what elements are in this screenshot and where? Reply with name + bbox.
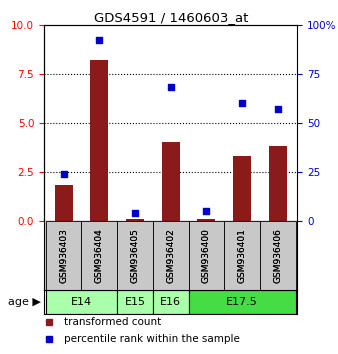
Text: GSM936400: GSM936400 <box>202 228 211 283</box>
Point <box>275 106 281 112</box>
Text: age ▶: age ▶ <box>8 297 41 307</box>
Text: GSM936403: GSM936403 <box>59 228 68 283</box>
Bar <box>269 146 287 221</box>
Text: GSM936405: GSM936405 <box>130 228 140 283</box>
FancyBboxPatch shape <box>189 290 296 314</box>
FancyBboxPatch shape <box>224 221 260 290</box>
Text: transformed count: transformed count <box>64 318 162 327</box>
FancyBboxPatch shape <box>153 290 189 314</box>
Bar <box>197 219 215 221</box>
Text: E14: E14 <box>71 297 92 307</box>
Text: GSM936401: GSM936401 <box>238 228 247 283</box>
Text: GSM936403: GSM936403 <box>59 228 68 283</box>
FancyBboxPatch shape <box>46 221 81 290</box>
Text: GSM936406: GSM936406 <box>273 228 282 283</box>
Point <box>132 210 138 216</box>
Text: GSM936400: GSM936400 <box>202 228 211 283</box>
FancyBboxPatch shape <box>81 221 117 290</box>
Bar <box>55 185 73 221</box>
Text: GSM936401: GSM936401 <box>238 228 247 283</box>
Text: GSM936402: GSM936402 <box>166 228 175 283</box>
Text: GSM936402: GSM936402 <box>166 228 175 283</box>
Text: percentile rank within the sample: percentile rank within the sample <box>64 334 240 344</box>
Text: GSM936404: GSM936404 <box>95 228 104 283</box>
Point <box>61 171 66 177</box>
Point <box>239 100 245 106</box>
Text: GSM936405: GSM936405 <box>130 228 140 283</box>
FancyBboxPatch shape <box>46 290 117 314</box>
Text: E16: E16 <box>160 297 181 307</box>
FancyBboxPatch shape <box>117 221 153 290</box>
Text: E15: E15 <box>124 297 145 307</box>
FancyBboxPatch shape <box>189 221 224 290</box>
Point <box>204 208 209 214</box>
Text: GSM936406: GSM936406 <box>273 228 282 283</box>
Bar <box>90 60 108 221</box>
Text: GSM936404: GSM936404 <box>95 228 104 283</box>
Title: GDS4591 / 1460603_at: GDS4591 / 1460603_at <box>94 11 248 24</box>
Bar <box>162 142 179 221</box>
FancyBboxPatch shape <box>153 221 189 290</box>
FancyBboxPatch shape <box>260 221 296 290</box>
Point <box>97 38 102 43</box>
Point <box>168 85 173 90</box>
Bar <box>233 156 251 221</box>
FancyBboxPatch shape <box>117 290 153 314</box>
Text: E17.5: E17.5 <box>226 297 258 307</box>
Bar <box>126 219 144 221</box>
